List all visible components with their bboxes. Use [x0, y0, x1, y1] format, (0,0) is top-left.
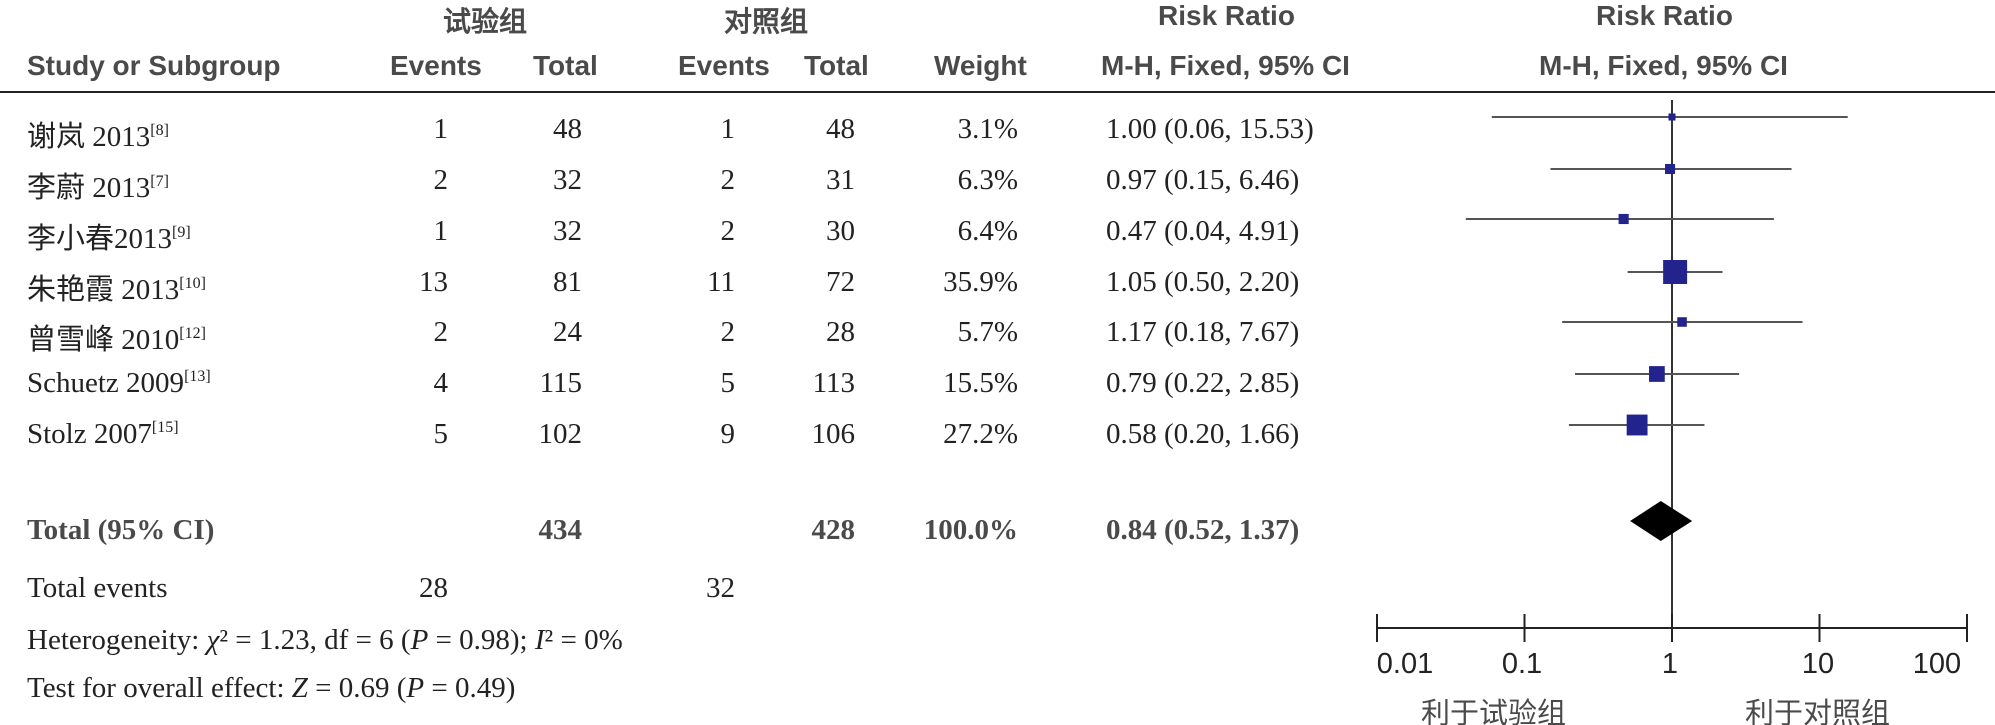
effect-marker: [1665, 163, 1676, 175]
heterogeneity-line: Heterogeneity: χ² = 1.23, df = 6 (P = 0.…: [27, 624, 623, 656]
ctrl-events: 5: [720, 367, 736, 399]
ctrl-total: 113: [812, 367, 855, 399]
axis-tick-label: 0.01: [1376, 648, 1434, 680]
effect-marker: [1663, 260, 1688, 284]
favours-control: 利于对照组: [1745, 698, 1891, 725]
col-header-weight: Weight: [934, 50, 1027, 81]
risk-ratio-ci: 0.79 (0.22, 2.85): [1106, 367, 1300, 399]
effect-marker: [1677, 317, 1687, 327]
study-ref: [7]: [150, 173, 169, 190]
group-header-experimental: 试验组: [443, 6, 528, 37]
weight: 15.5%: [943, 367, 1018, 399]
col-header-ctrl-events: Events: [678, 50, 770, 81]
exp-events: 4: [433, 367, 449, 399]
axis-tick-label: 100: [1912, 648, 1962, 680]
ctrl-total: 31: [826, 164, 855, 196]
effect-marker: [1618, 213, 1629, 225]
study-ref: [13]: [184, 368, 211, 385]
risk-ratio-title-plot: Risk Ratio: [1596, 0, 1733, 31]
exp-events: 2: [433, 316, 449, 348]
ctrl-events: 2: [720, 316, 736, 348]
axis-tick-label: 1: [1661, 648, 1679, 680]
study-name: 曾雪峰 2010: [27, 324, 180, 356]
col-header-exp-total: Total: [533, 50, 598, 81]
ctrl-events: 9: [720, 418, 736, 450]
weight: 5.7%: [957, 316, 1018, 348]
pooled-diamond: [1630, 501, 1693, 541]
ctrl-total: 30: [826, 215, 855, 247]
study-ref: [12]: [179, 325, 206, 342]
ctrl-events: 11: [707, 266, 735, 298]
study-ref: [9]: [172, 224, 191, 241]
ctrl-total: 106: [811, 418, 856, 450]
study-ref: [8]: [150, 122, 169, 139]
weight: 35.9%: [943, 266, 1018, 298]
effect-marker: [1649, 366, 1665, 382]
total-exp: 434: [538, 514, 583, 546]
ctrl-total: 72: [826, 266, 855, 298]
exp-total: 102: [538, 418, 583, 450]
study-name: 朱艳霞 2013: [27, 274, 180, 306]
ctrl-events: 1: [720, 113, 736, 145]
exp-events: 13: [419, 266, 448, 298]
total-events-ctrl: 32: [706, 572, 735, 604]
col-header-ci-table: M-H, Fixed, 95% CI: [1101, 50, 1350, 81]
total-ci: 0.84 (0.52, 1.37): [1106, 514, 1300, 546]
exp-total: 81: [553, 266, 582, 298]
exp-events: 1: [433, 113, 449, 145]
effect-marker: [1668, 113, 1676, 121]
favours-experimental: 利于试验组: [1421, 698, 1567, 725]
study-ref: [15]: [151, 419, 179, 436]
ctrl-total: 28: [826, 316, 855, 348]
study-name: Schuetz 2009: [27, 367, 185, 399]
exp-events: 1: [433, 215, 449, 247]
total-events-label: Total events: [27, 572, 168, 604]
risk-ratio-ci: 0.58 (0.20, 1.66): [1106, 418, 1300, 450]
total-ctrl: 428: [811, 514, 856, 546]
col-header-exp-events: Events: [390, 50, 482, 81]
risk-ratio-ci: 0.97 (0.15, 6.46): [1106, 164, 1300, 196]
effect-marker: [1626, 414, 1648, 436]
study-name: Stolz 2007: [27, 418, 152, 450]
header-rule: [0, 91, 1995, 93]
axis-tick-label: 0.1: [1501, 648, 1543, 680]
col-header-ctrl-total: Total: [804, 50, 869, 81]
col-header-ci-plot: M-H, Fixed, 95% CI: [1539, 50, 1788, 81]
exp-total: 32: [553, 215, 582, 247]
weight: 6.4%: [957, 215, 1018, 247]
weight: 3.1%: [957, 113, 1018, 145]
risk-ratio-ci: 0.47 (0.04, 4.91): [1106, 215, 1300, 247]
exp-total: 48: [553, 113, 582, 145]
risk-ratio-ci: 1.05 (0.50, 2.20): [1106, 266, 1300, 298]
overall-effect-line: Test for overall effect: Z = 0.69 (P = 0…: [27, 672, 516, 704]
study-name: 谢岚 2013: [27, 121, 151, 153]
group-header-control: 对照组: [724, 6, 809, 37]
risk-ratio-title-table: Risk Ratio: [1158, 0, 1295, 31]
risk-ratio-ci: 1.00 (0.06, 15.53): [1106, 113, 1314, 145]
exp-events: 2: [433, 164, 449, 196]
axis-tick-label: 10: [1801, 648, 1835, 680]
col-header-study: Study or Subgroup: [27, 50, 281, 81]
exp-total: 24: [553, 316, 582, 348]
ctrl-events: 2: [720, 215, 736, 247]
ctrl-total: 48: [826, 113, 855, 145]
study-ref: [10]: [179, 275, 206, 292]
exp-total: 115: [539, 367, 582, 399]
exp-total: 32: [553, 164, 582, 196]
study-name: 李蔚 2013: [27, 172, 151, 204]
weight: 27.2%: [943, 418, 1018, 450]
total-events-exp: 28: [419, 572, 448, 604]
ctrl-events: 2: [720, 164, 736, 196]
risk-ratio-ci: 1.17 (0.18, 7.67): [1106, 316, 1300, 348]
total-weight: 100.0%: [923, 514, 1018, 546]
weight: 6.3%: [957, 164, 1018, 196]
study-name: 李小春2013: [27, 223, 173, 255]
total-label: Total (95% CI): [27, 514, 215, 546]
exp-events: 5: [433, 418, 449, 450]
